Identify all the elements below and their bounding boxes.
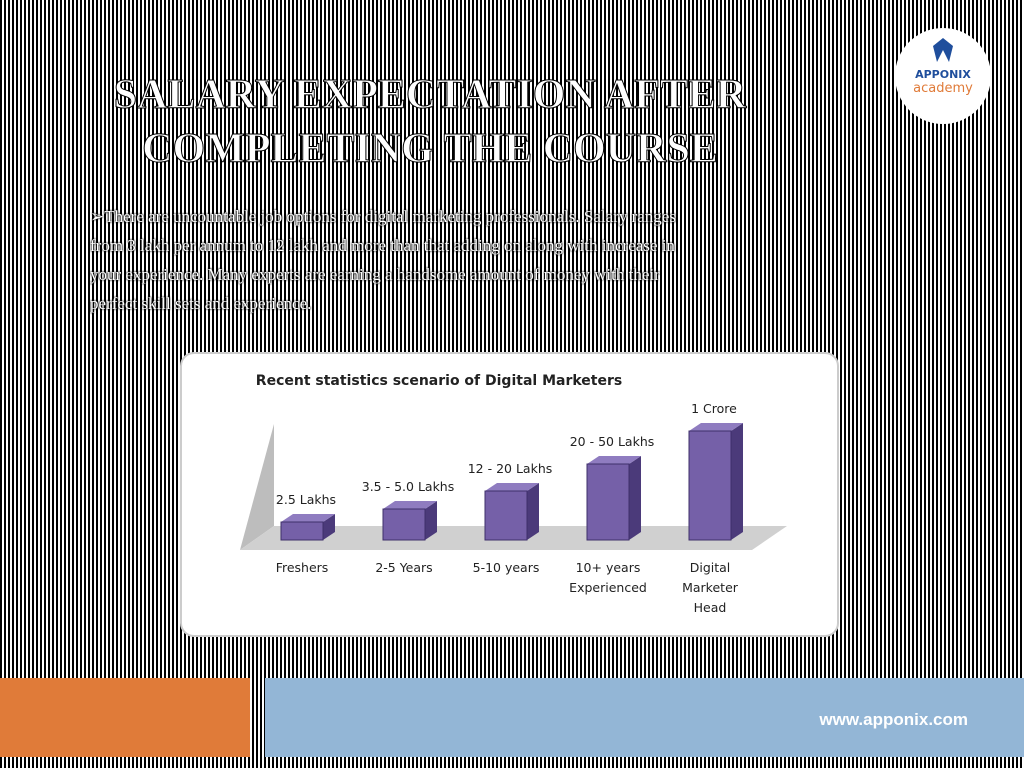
- footer-bar: www.apponix.com: [265, 678, 1024, 757]
- bar-side: [629, 456, 641, 540]
- bar-label: 20 - 50 Lakhs: [570, 434, 655, 449]
- figure-chart: Recent statistics scenario of Digital Ma…: [240, 373, 787, 615]
- paragraph: ➢There are uncountable job options for d…: [90, 207, 676, 313]
- category-label: Experienced: [569, 580, 647, 595]
- slide-title: SALARY EXPECTATION AFTER COMPLETING THE …: [113, 72, 747, 173]
- logo-icon: [933, 38, 953, 62]
- bar-label: 12 - 20 Lakhs: [468, 461, 553, 476]
- footer-accent: [0, 678, 250, 757]
- bar-label: 1 Crore: [691, 401, 737, 416]
- bar-top: [383, 501, 437, 509]
- bar-side: [323, 514, 335, 540]
- bar: [484, 490, 528, 541]
- logo-mark: APPONIX academy: [913, 38, 973, 96]
- wall: [240, 424, 274, 550]
- bar: [586, 463, 630, 541]
- category-label: Head: [694, 600, 727, 615]
- bar: [280, 521, 324, 541]
- footer-url: www.apponix.com: [819, 710, 968, 729]
- bar-top: [689, 423, 743, 431]
- logo-name: APPONIX: [915, 68, 971, 81]
- logo: APPONIX academy: [895, 28, 991, 124]
- bar-top: [485, 483, 539, 491]
- bar-side: [527, 483, 539, 540]
- category-label: Digital: [690, 560, 731, 575]
- logo-tagline: academy: [913, 81, 973, 96]
- category-label: 2-5 Years: [375, 560, 432, 575]
- figure: Recent statistics scenario of Digital Ma…: [180, 352, 839, 637]
- figure-title: Recent statistics scenario of Digital Ma…: [256, 373, 622, 389]
- bar-side: [731, 423, 743, 540]
- bar-side: [425, 501, 437, 540]
- bar-label: 3.5 - 5.0 Lakhs: [362, 479, 455, 494]
- bar-label: 2.5 Lakhs: [276, 492, 336, 507]
- bar: [382, 508, 426, 541]
- bar-top: [281, 514, 335, 522]
- category-label: Marketer: [682, 580, 739, 595]
- category-label: 10+ years: [576, 560, 641, 575]
- category-label: 5-10 years: [473, 560, 540, 575]
- bar: [688, 430, 732, 541]
- bar-top: [587, 456, 641, 464]
- category-label: Freshers: [276, 560, 329, 575]
